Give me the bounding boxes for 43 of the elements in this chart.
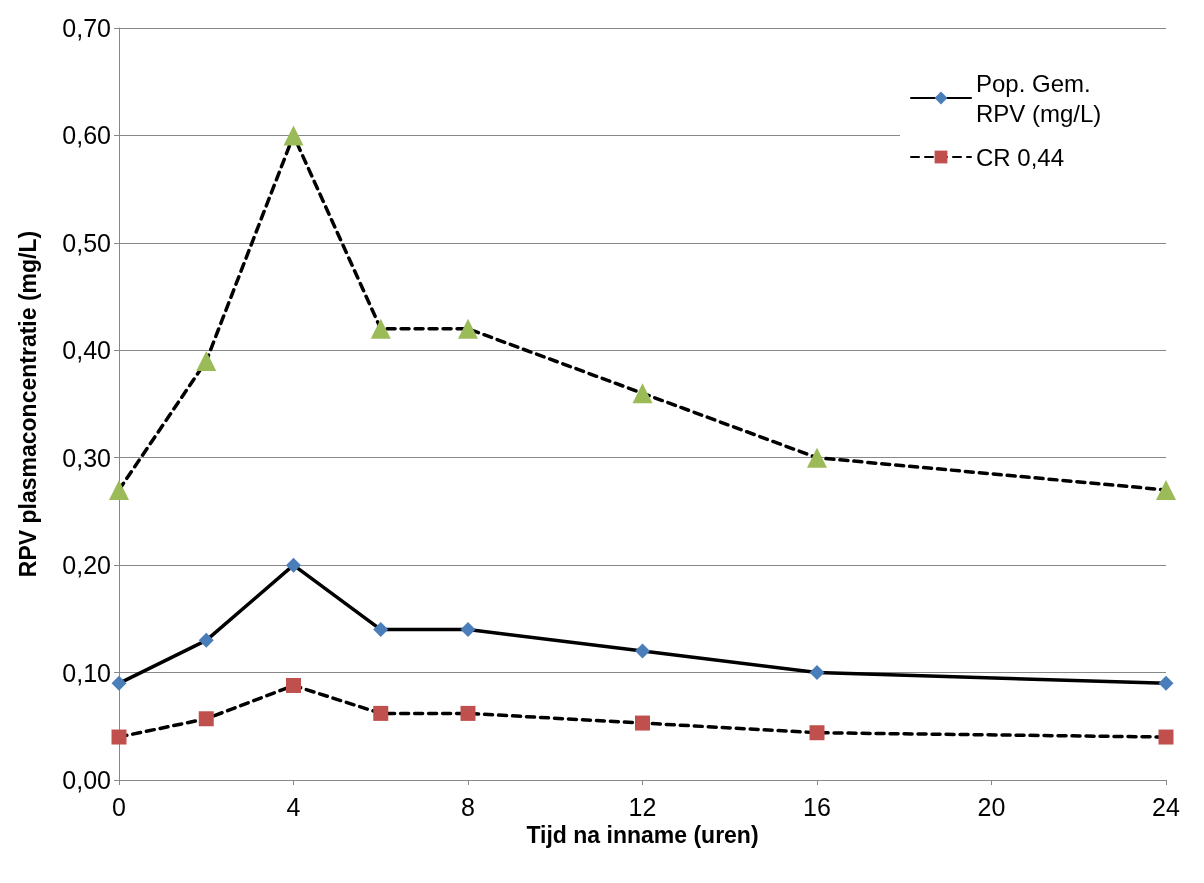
point (632, 383, 653, 404)
x-tick-label: 20 (977, 792, 1006, 821)
point (111, 729, 127, 745)
point (370, 318, 391, 339)
point (196, 351, 217, 372)
point (198, 711, 214, 727)
y-tick-label: 0,30 (62, 443, 111, 472)
y-tick-label: 0,40 (62, 336, 111, 365)
point (807, 447, 827, 468)
legend-label: Pop. Gem. RPV (mg/L) (976, 69, 1102, 127)
point (460, 622, 476, 638)
x-tick-label: 0 (112, 792, 126, 821)
point (109, 479, 129, 500)
point (286, 677, 301, 693)
point (1156, 479, 1176, 500)
y-axis-title: RPV plasmaconcentratie (mg/L) (14, 230, 41, 578)
y-tick-label: 0,10 (62, 658, 111, 687)
point (635, 715, 650, 731)
point (809, 665, 825, 681)
x-tick-label: 8 (461, 792, 475, 821)
point (286, 557, 301, 573)
y-tick-label: 0,00 (62, 766, 111, 794)
point (1158, 675, 1174, 691)
point (373, 622, 389, 638)
y-tick-label: 0,50 (62, 228, 111, 257)
x-tick-label: 24 (1152, 792, 1180, 821)
x-tick-label: 12 (628, 792, 657, 821)
x-axis-title: Tijd na inname (uren) (526, 822, 759, 849)
y-tick-label: 0,20 (62, 551, 111, 580)
point (809, 725, 825, 741)
point (1158, 729, 1174, 745)
point (111, 675, 127, 691)
legend-label: CR 0,44 (976, 143, 1065, 171)
point (373, 705, 389, 721)
y-tick-label: 0,60 (62, 121, 111, 150)
point (460, 705, 476, 721)
point (283, 125, 304, 146)
x-tick-label: 4 (286, 792, 301, 821)
y-tick-label: 0,70 (62, 14, 111, 42)
point (458, 318, 478, 339)
x-tick-label: 16 (803, 792, 831, 821)
point (635, 643, 650, 659)
point (198, 632, 214, 648)
